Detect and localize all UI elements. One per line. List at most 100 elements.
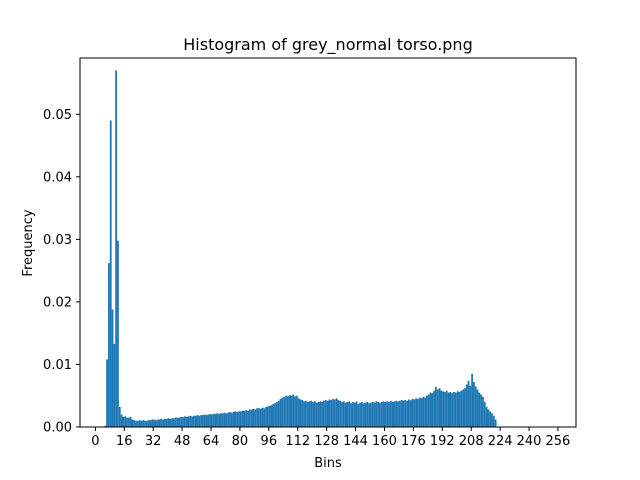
histogram-bar: [460, 390, 463, 427]
histogram-bar: [436, 389, 439, 427]
histogram-bar: [295, 395, 298, 427]
histogram-bar: [467, 380, 470, 427]
y-tick-label: 0.05: [43, 108, 72, 123]
histogram-bar: [283, 396, 286, 427]
histogram-bar: [241, 410, 244, 427]
histogram-bar: [398, 400, 401, 427]
histogram-bar: [131, 419, 134, 427]
histogram-bar: [462, 389, 464, 427]
histogram-bar: [185, 416, 188, 427]
histogram-bar: [415, 398, 417, 427]
histogram-bar: [368, 403, 371, 427]
histogram-bar: [276, 401, 278, 427]
histogram-bar: [165, 418, 168, 427]
histogram-bar: [451, 393, 454, 427]
histogram-bar: [319, 401, 322, 427]
x-tick-label: 16: [116, 434, 133, 449]
histogram-bar: [440, 390, 443, 427]
histogram-bar: [236, 411, 239, 427]
histogram-bar: [286, 396, 289, 427]
x-tick-label: 208: [459, 434, 484, 449]
y-axis-label: Frequency: [21, 209, 36, 276]
histogram-bar: [239, 411, 242, 427]
histogram-bar: [332, 398, 334, 427]
histogram-bar: [402, 400, 405, 427]
histogram-bar: [447, 392, 450, 427]
histogram-bar: [140, 420, 143, 427]
histogram-bar: [487, 409, 490, 427]
histogram-bar: [391, 401, 394, 427]
histogram-bar: [216, 413, 219, 427]
histogram-bar: [196, 415, 199, 427]
histogram-bar: [279, 398, 282, 427]
histogram-bar: [357, 403, 360, 427]
histogram-bar: [109, 120, 112, 428]
x-tick-label: 144: [343, 434, 368, 449]
histogram-bar: [379, 402, 381, 427]
histogram-bar: [127, 417, 130, 427]
histogram-bar: [254, 409, 257, 427]
histogram-bar: [292, 394, 295, 427]
histogram-bar: [313, 401, 316, 427]
histogram-bar: [160, 418, 163, 427]
histogram-bar: [360, 401, 363, 427]
histogram-bar: [272, 403, 275, 427]
histogram-bar: [263, 408, 266, 427]
histogram-bar: [191, 416, 193, 427]
x-tick-label: 96: [261, 434, 278, 449]
histogram-bar: [288, 395, 291, 427]
histogram-bar: [182, 416, 184, 427]
histogram-bar: [192, 415, 195, 427]
histogram-bar: [416, 398, 419, 427]
histogram-bar: [491, 413, 493, 427]
histogram-bar: [386, 401, 389, 427]
histogram-bar: [265, 406, 268, 427]
y-tick-label: 0.03: [43, 233, 72, 248]
histogram-bar: [433, 390, 436, 427]
histogram-bar: [176, 417, 179, 427]
histogram-bar: [328, 399, 331, 427]
histogram-bar: [458, 391, 461, 427]
x-axis-ticks: 0 16 32 48 64 80 96 112 128 144 160 176 192 208 224 240…: [91, 427, 570, 449]
histogram-bar: [147, 420, 150, 427]
histogram-bar: [473, 381, 475, 427]
histogram-bar: [351, 401, 354, 427]
histogram-bar: [388, 401, 390, 427]
histogram-bar: [174, 417, 177, 427]
histogram-bar: [256, 408, 258, 427]
histogram-bar: [424, 397, 427, 427]
histogram-bar: [200, 415, 202, 427]
histogram-bar: [111, 309, 114, 427]
histogram-bar: [126, 417, 128, 427]
histogram-bar: [377, 401, 380, 427]
histogram-bar: [136, 420, 139, 427]
x-tick-label: 32: [145, 434, 162, 449]
histogram-bar: [480, 394, 483, 427]
histogram-bar: [207, 414, 210, 427]
histogram-bar: [203, 414, 206, 427]
histogram-bar: [418, 397, 421, 427]
histogram-bar: [384, 401, 387, 427]
histogram-bar: [220, 413, 222, 427]
histogram-bar: [380, 401, 383, 427]
histogram-bar: [409, 400, 412, 427]
histogram-bar: [238, 411, 240, 427]
histogram-bar: [169, 418, 172, 427]
histogram-bar: [435, 386, 437, 427]
histogram-bar: [335, 398, 338, 427]
histogram-bar: [485, 406, 488, 427]
histogram-bar: [370, 402, 372, 427]
histogram-bar: [346, 401, 349, 427]
histogram-bar: [375, 401, 378, 427]
histogram-bar: [223, 412, 226, 427]
histogram-bar: [431, 393, 434, 427]
histogram-bar: [474, 386, 477, 427]
histogram-bar: [426, 395, 428, 427]
histogram-bar: [427, 394, 430, 427]
histogram-bar: [294, 396, 296, 427]
histogram-bar: [225, 413, 228, 427]
histogram-bar: [252, 408, 255, 427]
histogram-bar: [290, 395, 293, 427]
histogram-bar: [350, 403, 352, 427]
x-tick-label: 176: [401, 434, 426, 449]
